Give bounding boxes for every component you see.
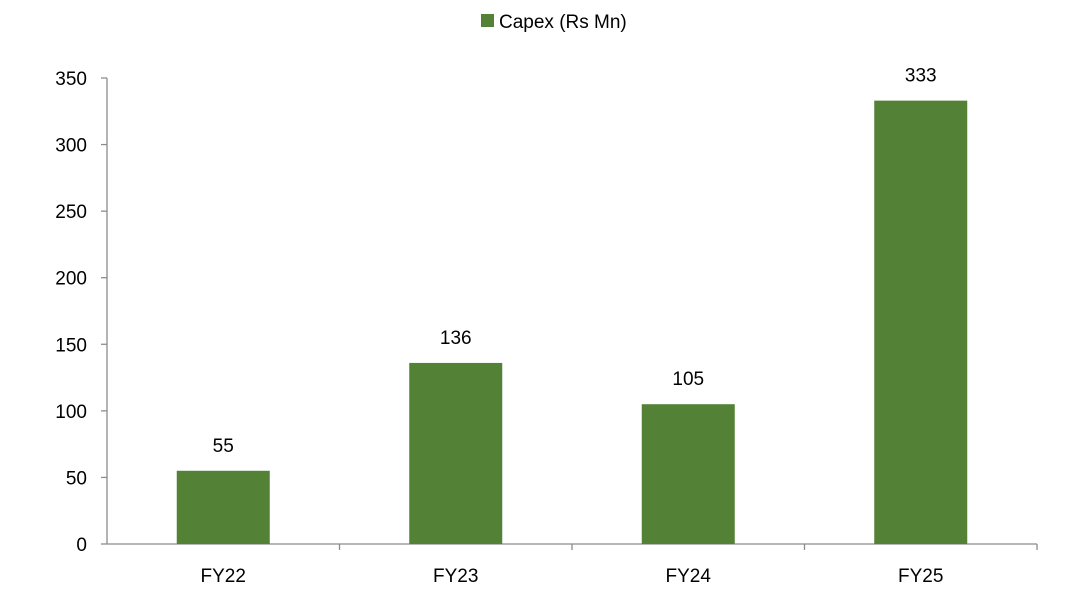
data-label-fy25: 333 bbox=[905, 66, 937, 87]
data-label-fy24: 105 bbox=[672, 369, 704, 390]
y-tick-label: 300 bbox=[55, 136, 87, 157]
bar-fy24 bbox=[641, 404, 735, 544]
bar-fy25 bbox=[874, 100, 968, 545]
x-axis: FY22 FY23 FY24 FY25 bbox=[107, 543, 1038, 587]
y-tick-label: 200 bbox=[55, 269, 87, 290]
y-tick-label: 350 bbox=[55, 69, 87, 90]
data-label-fy23: 136 bbox=[440, 328, 472, 349]
data-label-fy22: 55 bbox=[213, 436, 234, 457]
y-tick-label: 100 bbox=[55, 402, 87, 423]
bar-fy22 bbox=[176, 470, 270, 544]
bars bbox=[176, 100, 968, 545]
x-category-label: FY22 bbox=[201, 566, 246, 587]
legend: Capex (Rs Mn) bbox=[481, 12, 627, 33]
x-category-label: FY23 bbox=[433, 566, 478, 587]
legend-label: Capex (Rs Mn) bbox=[499, 12, 627, 33]
y-tick-label: 250 bbox=[55, 202, 87, 223]
bar-fy23 bbox=[409, 362, 503, 544]
x-category-label: FY24 bbox=[666, 566, 712, 587]
y-axis: 0 50 100 150 200 250 300 350 bbox=[55, 69, 108, 556]
y-tick-label: 0 bbox=[76, 535, 87, 556]
data-labels: 55 136 105 333 bbox=[213, 66, 937, 457]
legend-swatch bbox=[481, 14, 494, 27]
x-category-label: FY25 bbox=[898, 566, 943, 587]
y-tick-label: 50 bbox=[66, 468, 87, 489]
y-tick-label: 150 bbox=[55, 335, 87, 356]
